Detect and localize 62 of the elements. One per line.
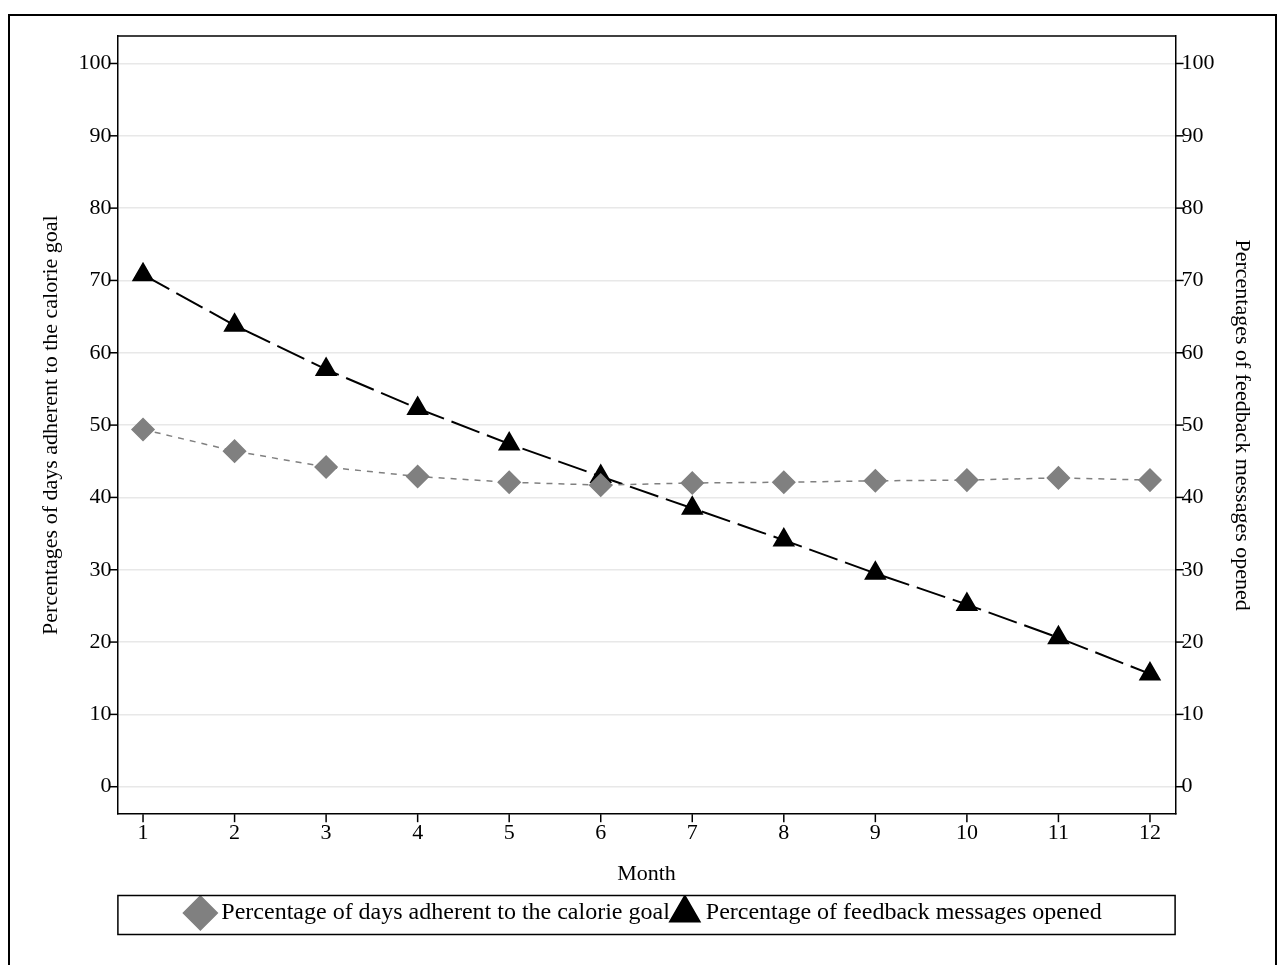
point [1046,466,1071,490]
y-tick-label: 30 [89,555,112,581]
y2-tick-label: 60 [1181,338,1204,364]
point [224,313,246,332]
y-tick-label: 20 [89,627,112,653]
x-tick-label: 3 [320,819,332,845]
y-tick-label: 90 [89,121,112,147]
point [222,439,247,463]
point [405,464,430,489]
x-tick-label: 5 [503,819,515,845]
y-axis-title: Percentages of days adherent to the calorie goal [36,215,62,635]
point [497,470,521,494]
point [955,468,979,492]
y2-tick-label: 90 [1181,121,1204,147]
x-tick-label: 6 [595,819,607,845]
y2-axis-title: Percentages of feedback messages opened [1231,239,1257,611]
y2-tick-label: 80 [1181,193,1204,219]
point [864,561,886,580]
point [1138,468,1162,492]
point [314,455,338,479]
point [407,396,429,415]
point [1047,625,1069,645]
point [863,469,888,493]
point [681,496,703,515]
y-tick-label: 100 [78,49,112,75]
y-tick-label: 40 [89,483,112,509]
x-tick-label: 9 [869,819,881,845]
legend-label: Percentage of days adherent to the calorie goal [221,898,671,925]
y2-tick-label: 70 [1181,266,1204,292]
point [680,471,705,495]
point [315,357,337,376]
point [1139,661,1161,681]
point [772,470,796,494]
x-tick-label: 1 [137,819,149,845]
y-tick-label: 60 [89,338,112,364]
x-tick-label: 8 [778,819,790,845]
point [956,592,978,611]
y2-tick-label: 10 [1181,700,1204,726]
x-tick-label: 10 [955,819,978,845]
x-axis-title: Month [617,859,676,885]
x-tick-label: 7 [686,819,698,845]
y-tick-label: 70 [89,266,112,292]
y2-tick-label: 20 [1181,627,1204,653]
x-tick-label: 11 [1047,819,1070,845]
x-tick-label: 12 [1138,819,1161,845]
x-tick-label: 2 [229,819,241,845]
y-tick-label: 80 [89,193,112,219]
y2-tick-label: 40 [1181,483,1204,509]
point [498,431,520,451]
y2-tick-label: 30 [1181,555,1204,581]
x-tick-label: 4 [412,819,424,845]
y-tick-label: 50 [89,410,112,436]
y2-tick-label: 100 [1181,49,1215,75]
y-tick-label: 0 [100,772,112,798]
point [773,528,795,547]
legend-label: Percentage of feedback messages opened [705,898,1102,925]
point [588,473,613,497]
point [131,417,155,442]
y2-tick-label: 0 [1181,772,1193,798]
y2-tick-label: 50 [1181,410,1204,436]
y-tick-label: 10 [89,700,112,726]
point [132,262,154,282]
